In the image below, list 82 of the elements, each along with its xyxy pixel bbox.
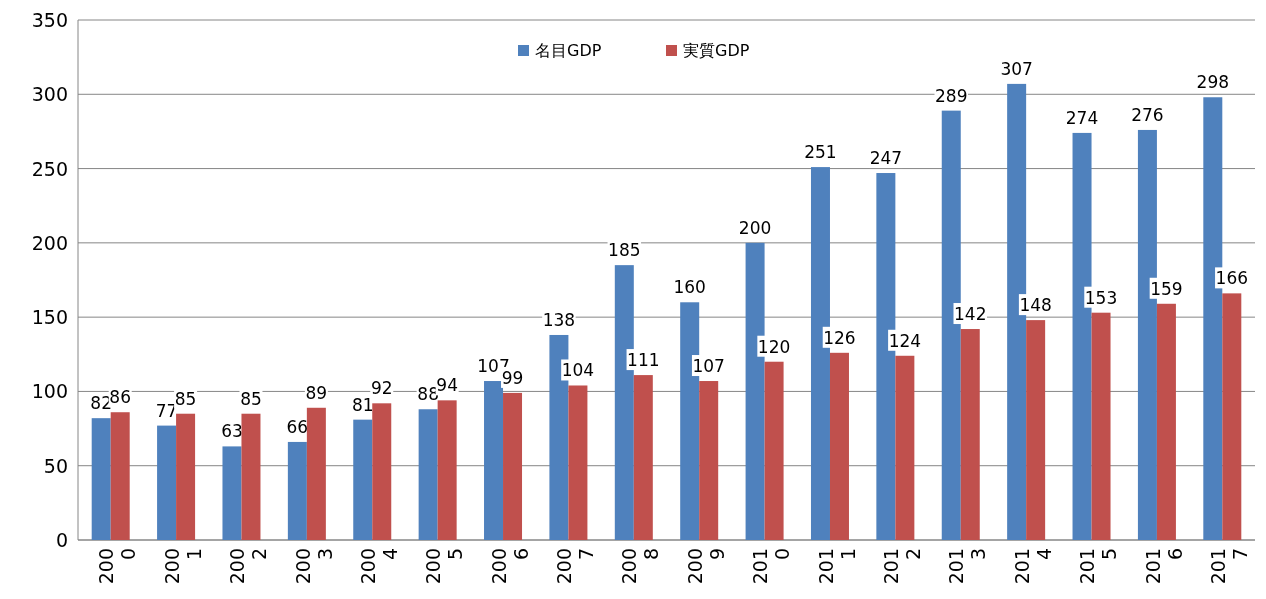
x-tick-label: 2002: [226, 548, 271, 585]
bar: [568, 385, 588, 540]
data-label: 298: [1196, 72, 1230, 93]
data-label: 142: [954, 304, 987, 325]
data-label: 185: [608, 240, 641, 261]
bar: [484, 381, 504, 540]
x-tick-label: 2015: [1076, 548, 1121, 585]
data-label: 247: [869, 148, 903, 169]
x-tick-label: 2014: [1010, 548, 1055, 585]
bar: [418, 409, 438, 540]
data-label: 89: [305, 382, 328, 403]
x-tick-label: 2013: [945, 548, 990, 585]
bar: [372, 403, 392, 540]
data-label: 63: [221, 421, 243, 442]
data-label: 251: [804, 142, 837, 163]
data-label: 126: [823, 327, 856, 348]
x-tick-label: 2000: [95, 548, 140, 585]
bar: [437, 400, 457, 540]
y-tick-label: 200: [31, 231, 68, 254]
bar: [764, 361, 784, 540]
bar: [960, 329, 980, 540]
data-label: 66: [286, 416, 309, 437]
x-tick-label: 2001: [160, 548, 205, 585]
y-tick-label: 300: [31, 83, 68, 106]
data-label: 111: [627, 350, 660, 371]
y-tick-label: 50: [43, 454, 68, 477]
x-tick-label: 2008: [618, 548, 663, 585]
data-label: 289: [935, 85, 968, 106]
x-tick-label: 2003: [291, 548, 336, 585]
y-tick-label: 150: [31, 306, 68, 329]
bar: [633, 375, 653, 540]
data-label: 94: [436, 375, 458, 396]
bar: [241, 413, 261, 540]
bar: [287, 441, 307, 540]
bar: [1026, 320, 1046, 540]
bar: [699, 381, 719, 540]
data-label: 85: [240, 388, 262, 409]
data-label: 138: [542, 309, 576, 330]
bar: [353, 419, 373, 540]
bar: [1091, 312, 1111, 540]
data-label: 307: [1000, 58, 1033, 79]
data-label: 104: [561, 360, 595, 381]
data-label: 120: [757, 336, 791, 357]
x-tick-label: 2017: [1206, 548, 1251, 585]
bar: [91, 418, 111, 540]
data-label: 200: [738, 217, 772, 238]
data-label: 148: [1019, 295, 1052, 316]
bar: [1156, 303, 1176, 540]
bar: [895, 355, 915, 540]
bar: [176, 413, 196, 540]
bar: [110, 412, 130, 540]
x-tick-label: 2006: [487, 548, 532, 585]
x-tick-label: 2007: [553, 548, 598, 585]
bar: [503, 392, 523, 540]
x-tick-label: 2010: [749, 548, 794, 585]
bar: [157, 425, 177, 540]
data-label: 274: [1065, 107, 1099, 128]
data-label: 124: [888, 330, 922, 351]
x-tick-label: 2005: [422, 548, 467, 585]
y-tick-label: 350: [31, 9, 68, 31]
y-tick-label: 250: [31, 157, 68, 180]
data-label: 153: [1084, 287, 1118, 308]
data-label: 160: [673, 277, 706, 298]
x-tick-label: 2009: [683, 548, 728, 585]
legend-label: 名目GDP: [535, 41, 602, 60]
bar: [222, 446, 242, 540]
bar: [829, 352, 849, 540]
data-label: 92: [370, 378, 393, 399]
x-tick-label: 2012: [880, 548, 925, 585]
x-tick-label: 2004: [356, 548, 401, 585]
bar: [306, 407, 326, 540]
data-label: 85: [174, 388, 197, 409]
data-label: 276: [1131, 104, 1164, 125]
y-tick-label: 0: [55, 529, 68, 551]
x-tick-label: 2011: [814, 548, 859, 585]
data-label: 159: [1150, 278, 1183, 299]
bar: [1222, 293, 1242, 540]
data-label: 107: [692, 356, 725, 377]
y-tick-label: 100: [31, 380, 68, 403]
legend-label: 実質GDP: [683, 41, 750, 60]
data-label: 166: [1215, 268, 1249, 289]
x-tick-label: 2016: [1141, 548, 1186, 585]
